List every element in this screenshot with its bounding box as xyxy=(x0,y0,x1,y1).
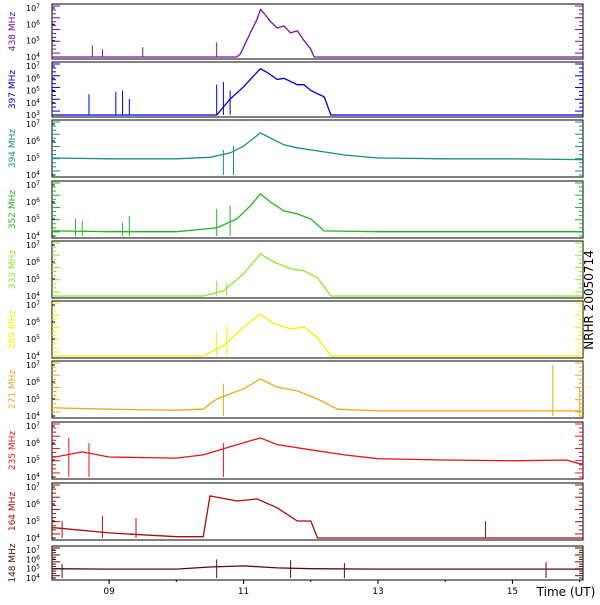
y-tick-label: 106 xyxy=(26,438,40,448)
y-tick-label: 107 xyxy=(26,300,40,310)
series-line xyxy=(52,253,583,297)
y-tick-label: 105 xyxy=(26,274,40,284)
panel-frame xyxy=(51,180,584,239)
y-tick-label: 105 xyxy=(26,394,40,404)
y-tick-label: 107 xyxy=(26,61,40,71)
y-tick-label: 106 xyxy=(26,257,40,267)
panel-frame xyxy=(51,421,584,480)
y-tick-label: 105 xyxy=(26,153,40,163)
panel-name-label: 352 MHz xyxy=(8,190,18,230)
x-tick-label: 11 xyxy=(238,587,249,597)
panel-frame xyxy=(51,61,584,118)
y-tick-label: 107 xyxy=(26,119,40,129)
y-tick-label: 106 xyxy=(26,136,40,146)
series-line xyxy=(52,437,583,465)
y-tick-label: 104 xyxy=(26,52,40,62)
y-tick-label: 105 xyxy=(26,455,40,465)
y-tick-label: 107 xyxy=(26,3,40,13)
y-tick-label: 106 xyxy=(26,554,40,564)
panel-frame xyxy=(51,482,584,541)
series-line xyxy=(52,495,583,539)
x-axis: 09 11 13 15 xyxy=(103,580,581,597)
y-tick-label: 107 xyxy=(26,240,40,250)
y-tick-label: 105 xyxy=(26,86,40,96)
panel-frame xyxy=(51,360,584,419)
series-line xyxy=(52,378,583,412)
y-tick-label: 104 xyxy=(26,411,40,421)
y-tick-label: 106 xyxy=(26,73,40,83)
series-line xyxy=(52,192,583,233)
x-tick-label: 13 xyxy=(372,587,383,597)
y-tick-label: 104 xyxy=(26,291,40,301)
y-tick-label: 106 xyxy=(26,197,40,207)
panel-1: 107 106 105 104 103 397 MHz xyxy=(8,61,584,120)
y-tick-label: 103 xyxy=(26,110,40,120)
panel-name-label: 394 MHz xyxy=(8,129,18,169)
panel-frame xyxy=(51,300,584,359)
panel-2: 107 106 105 104 394 MHz xyxy=(8,119,584,180)
y-tick-label: 107 xyxy=(26,180,40,190)
series-line xyxy=(52,132,583,161)
panel-4: 107 106 105 104 333 MHz xyxy=(8,240,584,301)
y-tick-label: 105 xyxy=(26,516,40,526)
panel-name-label: 289 MHz xyxy=(8,310,18,350)
panel-frame xyxy=(51,3,584,60)
y-tick-label: 106 xyxy=(26,377,40,387)
y-tick-label: 106 xyxy=(26,19,40,29)
panel-name-label: 235 MHz xyxy=(8,431,18,471)
panel-name-label: 148 MHz xyxy=(8,543,18,583)
panel-name-label: 164 MHz xyxy=(8,492,18,532)
panel-name-label: 438 MHz xyxy=(8,12,18,52)
panel-frame xyxy=(51,545,584,581)
panel-frame xyxy=(51,240,584,299)
panel-6: 107 106 105 104 271 MHz xyxy=(8,360,584,421)
panel-0: 107 106 105 104 438 MHz xyxy=(8,3,584,62)
y-tick-label: 104 xyxy=(26,170,40,180)
x-tick-label: 09 xyxy=(103,587,115,597)
y-tick-label: 104 xyxy=(26,351,40,361)
series-line xyxy=(52,313,583,357)
panel-7: 107 106 105 104 235 MHz xyxy=(8,421,584,482)
panel-3: 107 106 105 104 352 MHz xyxy=(8,180,584,241)
y-tick-label: 105 xyxy=(26,564,40,574)
series-line xyxy=(52,67,583,116)
panel-8: 107 106 105 104 164 MHz xyxy=(8,482,584,543)
y-tick-label: 107 xyxy=(26,360,40,370)
panel-frame xyxy=(51,119,584,178)
x-axis-label: Time (UT) xyxy=(536,585,596,599)
panel-5: 107 106 105 104 289 MHz xyxy=(8,300,584,361)
y-tick-label: 107 xyxy=(26,545,40,555)
chart-title: NRHR 20050714 xyxy=(582,250,596,350)
y-tick-label: 104 xyxy=(26,98,40,108)
panel-name-label: 333 MHz xyxy=(8,250,18,290)
y-tick-label: 106 xyxy=(26,317,40,327)
y-tick-label: 104 xyxy=(26,231,40,241)
y-tick-label: 104 xyxy=(26,533,40,543)
series-line xyxy=(52,8,583,58)
y-tick-label: 105 xyxy=(26,214,40,224)
panel-name-label: 397 MHz xyxy=(8,70,18,110)
x-tick-label: 15 xyxy=(507,587,518,597)
y-tick-label: 106 xyxy=(26,499,40,509)
y-tick-label: 105 xyxy=(26,334,40,344)
y-tick-label: 107 xyxy=(26,482,40,492)
panel-name-label: 271 MHz xyxy=(8,370,18,410)
y-tick-label: 104 xyxy=(26,472,40,482)
y-tick-label: 107 xyxy=(26,421,40,431)
y-tick-label: 105 xyxy=(26,36,40,46)
series-line xyxy=(52,565,583,570)
y-tick-label: 104 xyxy=(26,573,40,583)
